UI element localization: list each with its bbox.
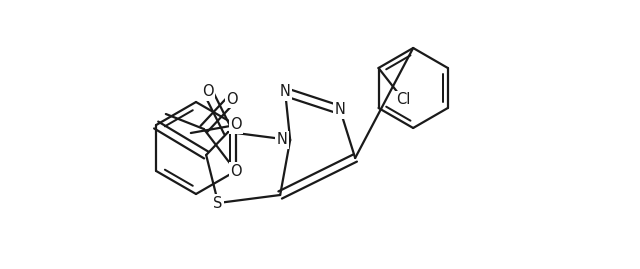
Text: O: O <box>202 84 214 100</box>
Text: N: N <box>280 84 291 100</box>
Text: N: N <box>276 133 287 147</box>
Text: O: O <box>226 91 237 107</box>
Text: S: S <box>214 196 223 211</box>
Text: N: N <box>335 102 346 118</box>
Text: Cl: Cl <box>396 93 411 108</box>
Text: O: O <box>230 118 242 133</box>
Text: O: O <box>230 164 242 179</box>
